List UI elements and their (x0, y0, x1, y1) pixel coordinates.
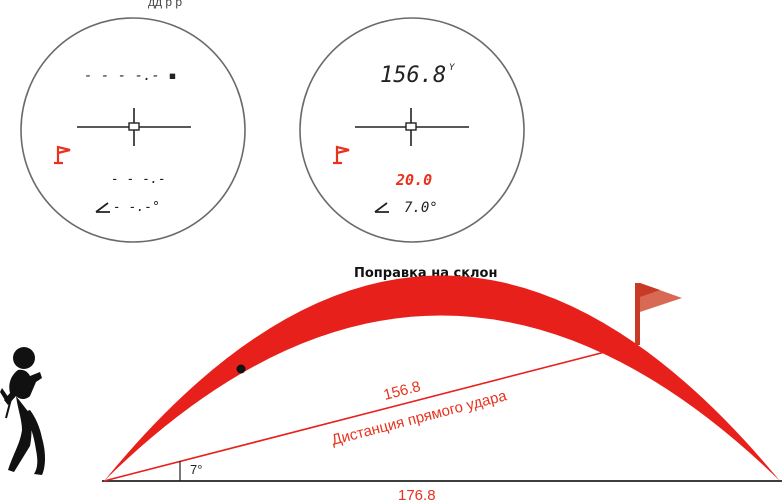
distance-readout-right: 156.8 (380, 63, 446, 88)
distance-unit-right: Y (449, 63, 455, 73)
angle-icon (95, 202, 110, 213)
flag-icon (333, 145, 350, 165)
crosshair-center-left (128, 122, 140, 131)
golf-ball (236, 364, 246, 374)
scope-view-right: 156.8 Y 20.0 7.0° (299, 17, 525, 243)
angle-label: 7° (190, 462, 202, 477)
golfer-icon (0, 347, 45, 475)
top-caption-fragment: дд р р (148, 0, 182, 9)
crosshair-center-right (405, 122, 417, 131)
ball-trajectory-arc (104, 275, 780, 481)
scope-view-left: - - - -.- ▪ - - -.- - -.-° (20, 17, 246, 243)
slope-readout-right: 20.0 (395, 171, 432, 189)
direct-distance-line (103, 342, 641, 482)
flag-icon (635, 283, 682, 345)
flag-icon (54, 145, 71, 165)
angle-readout-left: - -.-° (113, 200, 160, 215)
direct-distance-label: Дистанция прямого удара (330, 387, 509, 449)
slope-readout-left: - - -.- (111, 172, 166, 187)
ground-distance-value: 176.8 (398, 487, 436, 504)
distance-readout-left: - - - -.- ▪ (84, 68, 177, 84)
angle-readout-right: 7.0° (404, 200, 438, 216)
angle-icon (374, 202, 389, 213)
